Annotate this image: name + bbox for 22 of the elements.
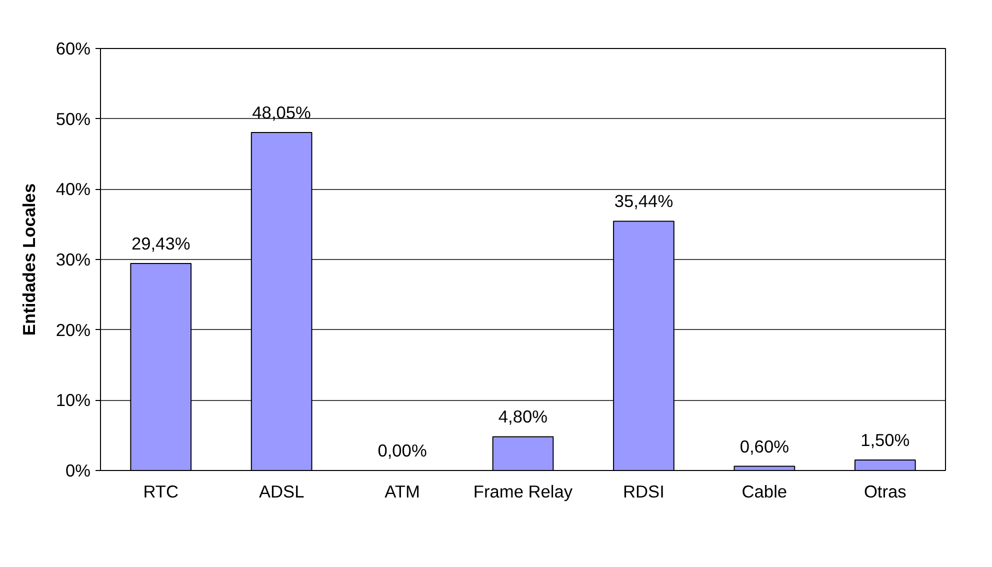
data-label: 48,05%: [252, 102, 311, 123]
data-label: 4,80%: [498, 406, 548, 427]
x-tick-label: Otras: [864, 482, 907, 502]
y-tick-label: 20%: [56, 320, 91, 340]
data-label: 0,00%: [378, 440, 427, 460]
y-tick-label: 10%: [56, 390, 91, 410]
y-tick-label: 60%: [56, 38, 91, 58]
y-tick-label: 40%: [56, 179, 91, 200]
data-label: 1,50%: [860, 430, 910, 450]
x-tick-label: ATM: [384, 482, 420, 502]
y-tick-label: 30%: [56, 250, 91, 270]
y-axis-title: Entidades Locales: [18, 183, 39, 336]
x-tick-label: ADSL: [258, 482, 305, 502]
y-tick-label: 50%: [56, 108, 91, 129]
data-label: 0,60%: [740, 436, 790, 456]
x-tick-label: Frame Relay: [473, 482, 573, 502]
x-tick-label: RTC: [143, 482, 179, 502]
x-tick-label: Cable: [742, 482, 788, 502]
data-label: 35,44%: [614, 191, 674, 212]
x-tick-label: RDSI: [623, 482, 664, 502]
y-tick-label: 0%: [65, 460, 90, 480]
data-label: 29,43%: [131, 234, 190, 254]
